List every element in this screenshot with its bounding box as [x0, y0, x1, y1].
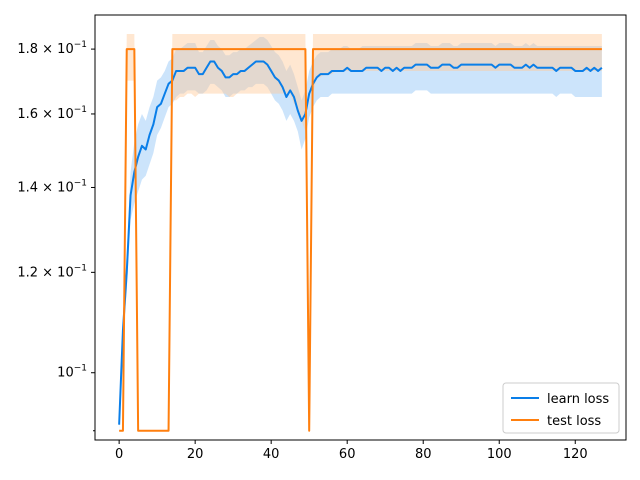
y-tick-label: 10−1	[57, 364, 87, 381]
y-tick-label: 1.2 × 10−1	[17, 263, 87, 280]
y-tick-label: 1.4 × 10−1	[17, 178, 87, 195]
axis-ticks: 0 20 40 60 80 100 120 10−1 1.2 × 10−1 1.4 × 10−1 1…	[17, 40, 587, 462]
x-tick-label: 60	[339, 447, 356, 462]
x-tick-label: 80	[415, 447, 432, 462]
series-group	[118, 34, 603, 432]
x-tick-label: 20	[187, 447, 204, 462]
y-tick-label: 1.8 × 10−1	[17, 40, 87, 57]
learn-loss-line	[118, 60, 603, 425]
plot-area	[118, 34, 603, 432]
legend: learn loss test loss	[502, 382, 620, 434]
test-loss-line	[119, 48, 602, 432]
x-tick-label: 100	[487, 447, 512, 462]
legend-label-test-loss: test loss	[547, 414, 601, 429]
axes-frame	[94, 14, 627, 441]
x-tick-label: 120	[563, 447, 588, 462]
learn-loss-confidence-band	[119, 37, 602, 431]
x-tick-label: 0	[115, 447, 123, 462]
y-tick-label: 1.6 × 10−1	[17, 105, 87, 122]
legend-label-learn-loss: learn loss	[547, 392, 609, 407]
x-tick-label: 40	[263, 447, 280, 462]
